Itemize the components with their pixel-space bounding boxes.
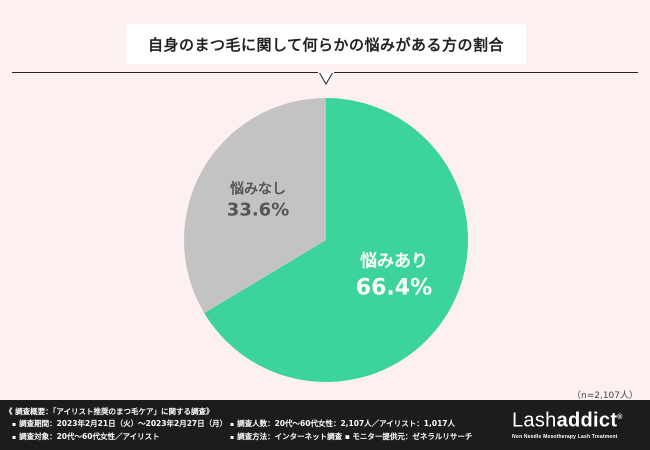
slice-value-label: 66.4%: [356, 275, 432, 300]
pie-chart: 悩みあり 66.4% 悩みなし 33.6%: [183, 70, 468, 382]
bullet-icon: ▪: [230, 421, 235, 428]
sample-size-note: （n=2,107人）: [571, 391, 638, 401]
pie-slice-2: [183, 98, 326, 314]
survey-title: 《 調査概要：「アイリスト推奨のまつ毛ケア」に関する調査》: [5, 407, 214, 416]
chart-stage: 自身のまつ毛に関して何らかの悩みがある方の割合 悩みあり 66.4% 悩みなし 33.…: [12, 24, 638, 401]
pie-slice-1: [204, 98, 468, 382]
brand-name: Lashaddict®: [512, 409, 623, 432]
survey-period: ▪ 調査期間：2023年2月21日（火）〜2023年2月27日（月）: [12, 419, 228, 428]
chart-title: 自身のまつ毛に関して何らかの悩みがある方の割合: [147, 35, 505, 54]
survey-target: ▪ 調査対象：20代〜60代女性／アイリスト: [12, 432, 160, 441]
survey-footer: 《 調査概要：「アイリスト推奨のまつ毛ケア」に関する調査》 ▪ 調査期間：2023…: [0, 400, 650, 450]
slice-value-label: 33.6%: [227, 200, 289, 221]
brand-logo: Lashaddict® Non Needle Mesotherapy Lash …: [512, 407, 642, 440]
title-callout-pointer: [318, 71, 334, 85]
survey-count: ▪ 調査人数：20代〜60代女性：2,107人／アイリスト：1,017人: [230, 419, 456, 428]
bullet-icon: ▪: [12, 434, 17, 441]
chart-title-box: 自身のまつ毛に関して何らかの悩みがある方の割合: [126, 24, 526, 64]
brand-tagline: Non Needle Mesotherapy Lash Treatment: [512, 433, 618, 440]
bullet-icon: ▪: [230, 434, 235, 441]
bullet-icon: ▪: [12, 421, 17, 428]
slice-category-label: 悩みあり: [360, 250, 428, 271]
slice-category-label: 悩みなし: [230, 181, 286, 198]
survey-method: ▪ 調査方法：インターネット調査 ▪ モニター提供元：ゼネラルリサーチ: [230, 432, 473, 441]
